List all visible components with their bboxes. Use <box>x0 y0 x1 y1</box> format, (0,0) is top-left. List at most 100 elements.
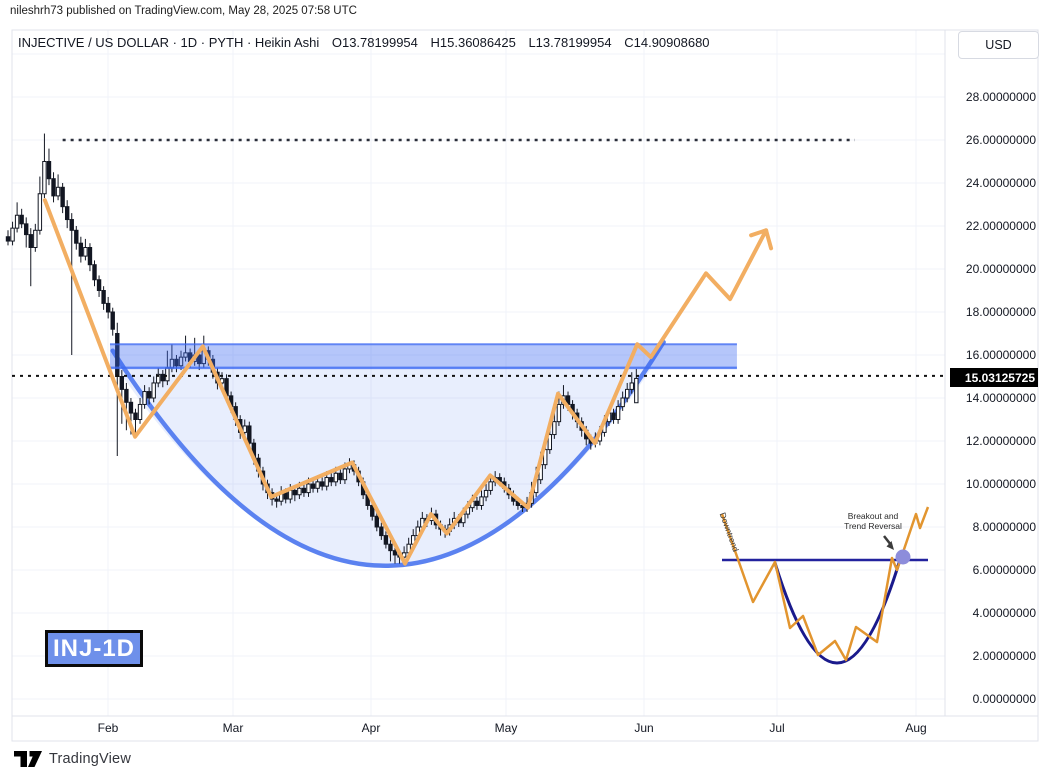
price-axis-label: 20.00000000 <box>965 261 1036 276</box>
inset-breakout-label: Breakout and Trend Reversal <box>839 511 907 531</box>
candle-body <box>5 236 11 242</box>
candle-body <box>383 535 389 545</box>
candle-body <box>10 227 15 242</box>
candle-body <box>333 472 339 483</box>
candle-body <box>615 406 621 421</box>
time-axis-label: Jul <box>769 721 785 735</box>
price-axis-label: 22.00000000 <box>965 218 1036 233</box>
price-axis-label: 28.00000000 <box>965 89 1036 104</box>
candle-body <box>620 397 625 408</box>
time-axis-label: Aug <box>905 721 927 735</box>
candle-body <box>146 391 152 399</box>
candle-body <box>388 543 393 552</box>
time-axis-label: May <box>494 721 518 735</box>
candle-body <box>329 477 334 483</box>
candle-body <box>283 492 288 500</box>
candle-body <box>28 234 33 249</box>
cup-curve-drawing[interactable] <box>110 339 666 568</box>
price-axis-label: 10.00000000 <box>965 476 1036 491</box>
candle-body <box>33 229 38 249</box>
chart-legend[interactable]: INJECTIVE / US DOLLAR · 1D · PYTH · Heik… <box>18 35 719 50</box>
candle-body <box>133 412 138 420</box>
candle-body <box>310 483 316 489</box>
candle-body <box>51 178 56 197</box>
candle-body <box>165 367 170 382</box>
candle-body <box>178 356 184 367</box>
inset-price-zigzag <box>720 506 930 662</box>
price-axis-label: 0.00000000 <box>972 691 1036 706</box>
candle-body <box>625 388 630 399</box>
candle-body <box>479 496 484 506</box>
attribution-text: nileshrh73 published on TradingView.com,… <box>10 5 357 17</box>
candle-body <box>379 526 384 537</box>
candle-body <box>301 487 307 494</box>
candle-body <box>483 489 489 498</box>
candle-body <box>342 468 348 481</box>
candle-body <box>556 403 562 423</box>
candle-body <box>55 186 61 197</box>
candle-body <box>488 481 493 491</box>
candle-body <box>128 401 134 414</box>
candle-body <box>242 425 247 433</box>
candle-body <box>156 373 161 384</box>
candle-body <box>105 302 111 313</box>
price-axis-label: 24.00000000 <box>965 175 1036 190</box>
candle-body <box>119 376 125 390</box>
symbol-badge[interactable]: INJ-1D <box>45 630 143 667</box>
candle-body <box>319 481 325 487</box>
chart-frame <box>11 29 1039 742</box>
candle-body <box>183 352 188 358</box>
active-price-axis-label: 15.03125725 <box>950 368 1038 387</box>
candle-body <box>611 412 616 420</box>
candle-body <box>110 311 115 330</box>
candle-body <box>315 481 320 489</box>
symbol-title[interactable]: INJECTIVE / US DOLLAR · 1D · PYTH · Heik… <box>18 35 320 50</box>
tradingview-logo-text: TradingView <box>49 751 131 767</box>
candle-body <box>124 388 129 403</box>
candle-body <box>69 219 74 231</box>
tradingview-logo-icon <box>14 751 42 767</box>
candle-body <box>274 498 279 502</box>
price-axis-label: 12.00000000 <box>965 433 1036 448</box>
candle-body <box>137 403 143 421</box>
candle-body <box>392 550 398 556</box>
candle-body <box>634 377 639 404</box>
inset-breakout-line1: Breakout and <box>847 511 899 521</box>
trend-arrowhead <box>749 228 774 251</box>
price-axis-label: 4.00000000 <box>972 605 1036 620</box>
inset-breakout-line2: Trend Reversal <box>844 521 902 531</box>
trend-polyline-drawing[interactable] <box>42 198 769 566</box>
candle-body <box>324 477 329 487</box>
currency-toggle-button[interactable]: USD <box>958 31 1039 59</box>
candle-body <box>64 206 70 221</box>
candle-body <box>160 373 166 382</box>
candle-body <box>46 161 52 180</box>
candle-body <box>288 489 293 500</box>
candle-body <box>60 186 65 208</box>
price-axis-label: 16.00000000 <box>965 347 1036 362</box>
candle-body <box>306 483 311 494</box>
candle-body <box>24 223 29 236</box>
candle-body <box>552 421 557 436</box>
price-axis-label: 2.00000000 <box>972 648 1036 663</box>
candle-body <box>197 354 202 365</box>
candle-body <box>629 382 634 390</box>
time-axis-label: Apr <box>361 721 381 735</box>
candle-body <box>42 161 47 195</box>
tradingview-logo[interactable]: TradingView <box>13 750 131 768</box>
price-axis-label: 8.00000000 <box>972 519 1036 534</box>
candle-body <box>96 279 102 291</box>
candle-body <box>74 229 79 244</box>
candle-body <box>374 515 379 528</box>
candle-body <box>87 247 93 266</box>
candle-body <box>338 472 343 481</box>
ohlc-low: L13.78199954 <box>528 35 612 50</box>
price-axis-label: 14.00000000 <box>965 390 1036 405</box>
resistance-zone-drawing[interactable] <box>109 344 737 368</box>
candle-body <box>101 290 106 304</box>
candle-body <box>247 425 252 444</box>
candle-body <box>19 214 24 225</box>
candle-body <box>37 193 43 231</box>
candle-body <box>14 214 20 229</box>
